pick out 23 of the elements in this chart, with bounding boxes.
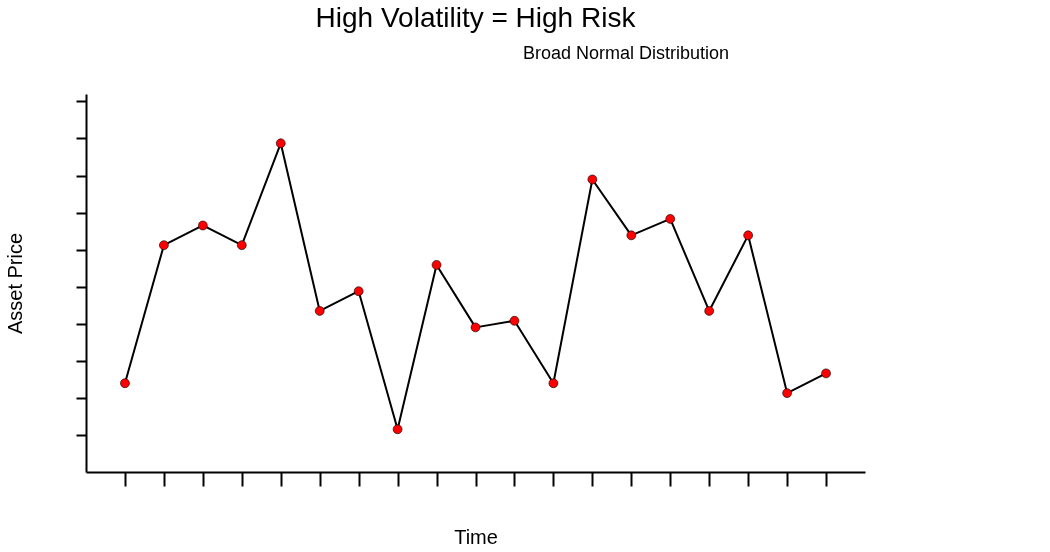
point bbox=[587, 174, 598, 185]
point bbox=[120, 378, 130, 389]
point bbox=[821, 368, 831, 379]
point bbox=[314, 306, 325, 316]
x-axis-title: Time bbox=[454, 525, 498, 548]
chart-title: High Volatility = High Risk bbox=[315, 2, 637, 33]
text: Broad Normal Distribution bbox=[523, 43, 730, 63]
point bbox=[548, 378, 559, 389]
y-axis-title: Asset Price bbox=[3, 232, 26, 335]
point bbox=[353, 286, 364, 296]
point bbox=[704, 306, 714, 316]
point bbox=[159, 240, 169, 250]
point bbox=[626, 230, 637, 241]
point bbox=[237, 240, 247, 250]
point bbox=[198, 220, 208, 231]
point bbox=[743, 230, 753, 241]
point bbox=[392, 424, 403, 435]
point bbox=[509, 316, 520, 326]
point bbox=[470, 322, 481, 333]
point bbox=[665, 214, 676, 224]
point bbox=[275, 138, 286, 149]
point bbox=[782, 388, 792, 398]
point bbox=[431, 260, 442, 270]
